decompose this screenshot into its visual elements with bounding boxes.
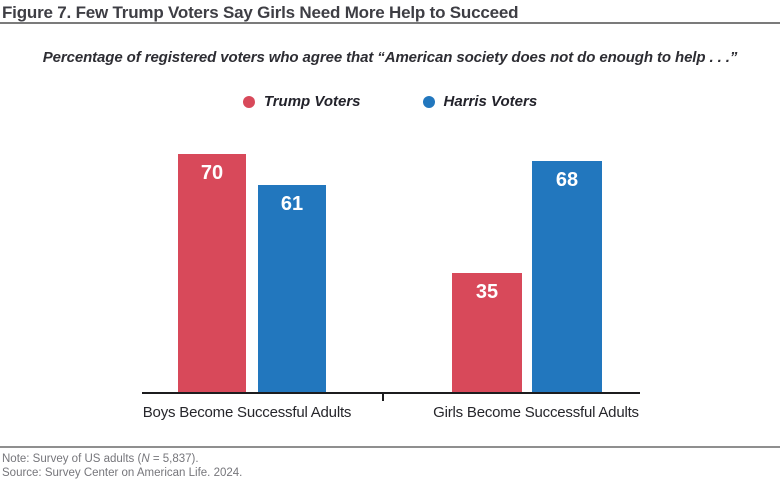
- x-axis-label-girls: Girls Become Successful Adults: [433, 404, 639, 421]
- x-axis-label-boys: Boys Become Successful Adults: [142, 404, 352, 421]
- bar-value-trump-girls: 35: [475, 281, 499, 303]
- bar-value-trump-boys: 70: [200, 162, 224, 184]
- x-axis-center-tick: [382, 394, 384, 401]
- legend-label-harris-voters: Harris Voters: [443, 93, 538, 110]
- bar-chart-plot-area: 70 61 35 68: [142, 124, 640, 401]
- bar-value-harris-girls: 68: [555, 169, 579, 191]
- legend-item-harris-voters: Harris Voters: [422, 93, 538, 110]
- trump-voters-dot-icon: [242, 95, 255, 108]
- legend-label-trump-voters: Trump Voters: [263, 93, 361, 110]
- footer-source-line: Source: Survey Center on American Life. …: [2, 467, 243, 479]
- title-divider: [0, 22, 780, 24]
- chart-legend: Trump Voters Harris Voters: [0, 93, 780, 110]
- bar-harris-boys: 61: [258, 185, 326, 392]
- chart-subtitle: Percentage of registered voters who agre…: [42, 49, 738, 66]
- legend-item-trump-voters: Trump Voters: [242, 93, 361, 110]
- bar-trump-girls: 35: [452, 273, 522, 392]
- harris-voters-dot-icon: [422, 95, 435, 108]
- bar-trump-boys: 70: [178, 154, 246, 392]
- footer-note-line: Note: Survey of US adults (N = 5,837).: [2, 453, 199, 465]
- figure-title: Figure 7. Few Trump Voters Say Girls Nee…: [2, 3, 519, 22]
- bar-harris-girls: 68: [532, 161, 602, 392]
- footer-note-n: N: [141, 453, 150, 465]
- footer-divider: [0, 446, 780, 448]
- footer-notes: Note: Survey of US adults (N = 5,837). S…: [2, 452, 778, 480]
- bar-value-harris-boys: 61: [280, 193, 304, 215]
